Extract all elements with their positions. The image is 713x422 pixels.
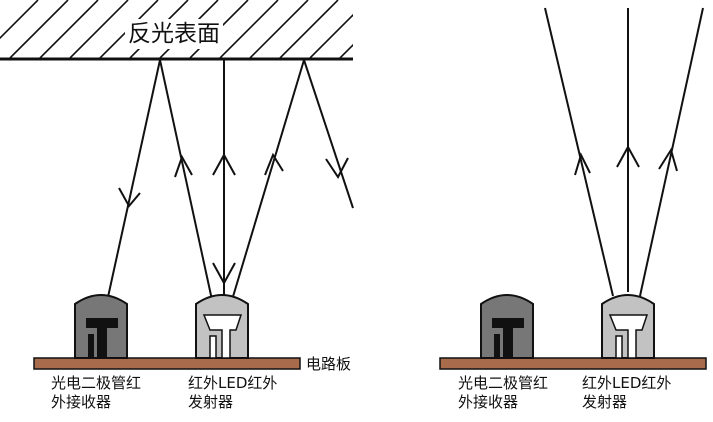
arrow-up-icon <box>616 144 640 168</box>
left-emitter-label-line2: 发射器 <box>188 393 234 411</box>
ray-reflected-to-receiver <box>107 59 161 298</box>
right-circuit-board <box>439 357 707 370</box>
right-arrowheads <box>574 144 678 176</box>
left-photodiode-receiver <box>74 294 128 359</box>
right-emitter-label-line2: 发射器 <box>582 393 628 411</box>
left-ir-led-emitter <box>195 294 249 359</box>
circuit-board-label: 电路板 <box>306 355 352 373</box>
arrow-up-icon <box>574 152 591 176</box>
arrow-up-icon <box>264 152 284 176</box>
right-receiver-label-line2: 外接收器 <box>458 393 519 411</box>
left-circuit-board <box>33 357 301 370</box>
right-emitter-label-line1: 红外LED红外 <box>582 374 672 392</box>
ray-reflected-away <box>303 59 354 209</box>
arrow-down-icon <box>325 157 349 179</box>
arrow-down-icon <box>118 187 141 208</box>
right-receiver-label-line1: 光电二极管红 <box>458 374 549 392</box>
left-emitter-label-line1: 红外LED红外 <box>188 374 278 392</box>
left-receiver-label-line1: 光电二极管红 <box>51 374 142 392</box>
left-receiver-label-line2: 外接收器 <box>51 393 112 411</box>
right-photodiode-receiver <box>480 294 534 359</box>
arrow-up-icon <box>174 154 193 178</box>
left-arrowheads <box>118 152 349 286</box>
left-light-rays <box>107 59 354 301</box>
ray-emitted-right <box>231 59 305 301</box>
right-light-rays <box>544 7 704 297</box>
arrow-up-icon <box>658 147 678 172</box>
right-ir-led-emitter <box>601 294 655 359</box>
reflective-surface-label: 反光表面 <box>125 19 223 49</box>
ray-emitted-to-surface <box>159 59 213 301</box>
arrow-up-icon <box>212 152 236 176</box>
arrow-down-icon <box>212 262 236 286</box>
